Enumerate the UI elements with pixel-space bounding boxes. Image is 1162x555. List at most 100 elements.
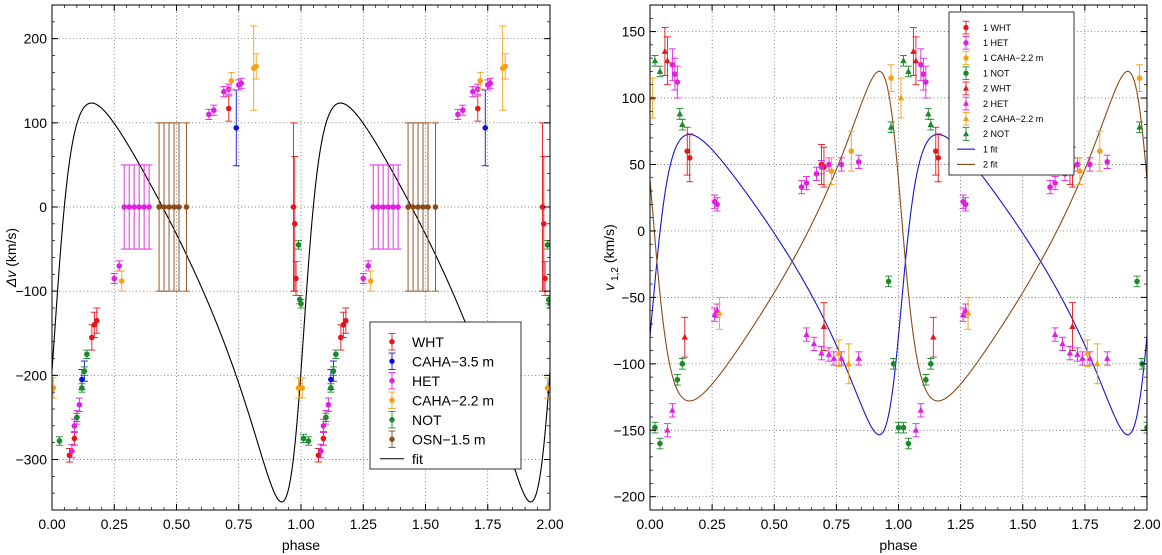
data-point [856,159,862,165]
data-point [141,204,147,210]
data-point [888,75,894,81]
data-point [921,71,927,77]
data-point [94,318,100,324]
x-tick-label: 1.00 [287,516,314,532]
data-point [923,79,929,85]
data-point [502,64,508,70]
data-point [57,438,63,444]
x-tick-label: 2.00 [536,516,563,532]
y-tick-label: 150 [622,24,646,40]
y-tick-label: 100 [622,90,646,106]
data-point [482,125,488,131]
data-point [680,361,686,367]
data-point [111,276,117,282]
data-point [906,441,912,447]
legend-label: 2 fit [983,160,998,170]
x-axis-label: phase [879,537,917,553]
data-point [296,385,302,391]
data-point [928,121,934,127]
data-point [487,80,493,86]
x-tick-label: 1.75 [474,516,501,532]
legend-label: OSN−1.5 m [412,431,486,447]
x-tick-label: 1.00 [885,516,912,532]
legend-label: 1 fit [983,144,998,154]
legend-label: 2 HET [983,99,1009,109]
data-point [433,204,439,210]
left-legend: WHT CAHA−3.5 m HET CAHA−2.2 m NOT OSN−1.5 m fi… [370,322,521,469]
series [651,276,1150,449]
data-point [963,202,969,208]
data-point [72,436,78,442]
data-point [672,71,678,77]
legend-label: NOT [412,412,442,428]
data-point [318,448,324,454]
data-point [913,427,919,433]
data-point [669,407,675,413]
data-point [221,89,227,95]
data-point [803,331,809,337]
data-point [652,425,658,431]
data-point [228,78,234,84]
data-point [116,263,122,269]
legend-marker [389,417,394,422]
data-point [470,89,476,95]
data-point [839,162,845,168]
data-point [121,204,127,210]
legend-marker [963,25,968,30]
data-point [804,180,810,186]
legend-marker [389,378,394,383]
data-point [679,121,685,127]
data-point [675,377,681,383]
data-point [925,110,931,116]
data-point [856,355,862,361]
data-point [84,351,90,357]
y-tick-label: −100 [613,356,645,372]
data-point [846,360,852,366]
data-point [69,448,75,454]
x-tick-label: 0.75 [823,516,850,532]
data-point [293,276,299,282]
data-point [677,110,683,116]
data-point [545,385,551,391]
legend-label: 1 HET [983,38,1009,48]
data-point [291,204,297,210]
legend-label: CAHA−2.2 m [412,392,494,408]
data-point [119,278,125,284]
data-point [670,62,676,68]
data-point [171,204,177,210]
data-point [206,112,212,118]
data-point [136,204,142,210]
data-point [687,155,693,161]
data-point [1077,168,1083,174]
x-tick-label: 1.50 [412,516,439,532]
data-point [238,80,244,86]
data-point [226,106,232,112]
data-point [455,112,461,118]
data-point [657,68,663,74]
left-chart-panel: 0.00 0.25 0.50 0.75 1.00 1.25 1.50 1.75 2.00 −300… [3,5,564,553]
x-tick-label: 1.75 [1071,516,1098,532]
legend-label: 1 NOT [983,68,1010,78]
x-tick-label: 0.50 [761,516,788,532]
data-point [292,221,298,227]
data-point [898,94,904,100]
data-point [901,425,907,431]
data-point [1134,279,1140,285]
data-point [253,64,259,70]
data-point [390,204,396,210]
x-tick-label: 1.25 [350,516,377,532]
data-point [1104,159,1110,165]
data-point [1059,340,1065,346]
data-point [323,415,329,421]
y-tick-label: 50 [629,156,645,172]
data-point [405,204,411,210]
data-point [328,385,334,391]
data-point [161,204,167,210]
data-point [375,204,381,210]
data-point [923,377,929,383]
legend-label: 1 WHT [983,23,1012,33]
y-tick-label: −300 [15,452,47,468]
x-tick-label: 0.00 [636,516,663,532]
data-point [131,204,137,210]
y-tick-label: 100 [24,115,48,131]
